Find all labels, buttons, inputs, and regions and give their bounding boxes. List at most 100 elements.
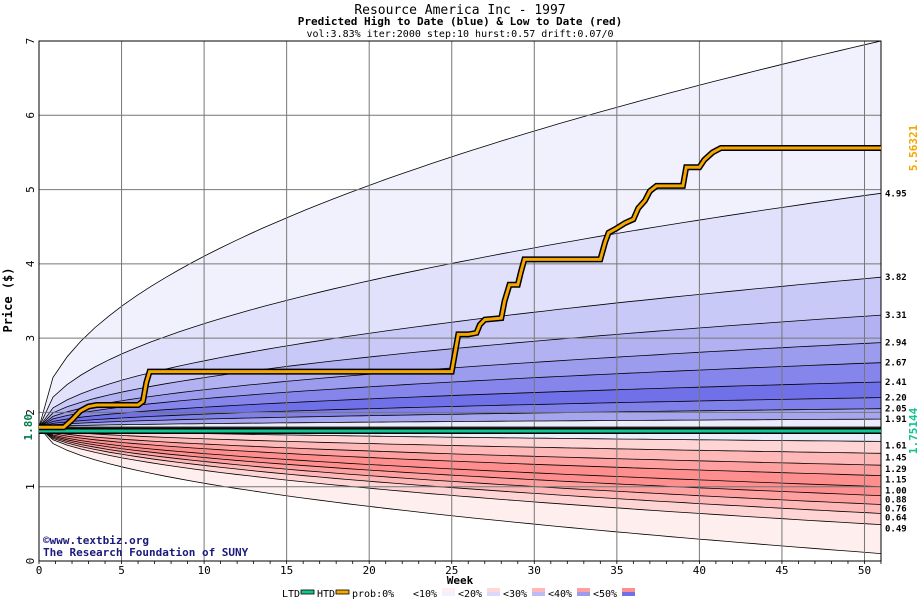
band-boundary-line <box>38 427 882 525</box>
legend-swatch-high <box>442 592 455 596</box>
y-tick-label: 4 <box>24 260 37 267</box>
legend-label-band: <50% <box>593 589 617 600</box>
low-band-label: 0.49 <box>885 525 907 535</box>
y-tick-label: 1 <box>24 483 37 490</box>
legend-swatch-low <box>577 588 590 592</box>
legend-swatch-htd <box>335 589 350 595</box>
band-boundary-line <box>38 426 882 505</box>
low-band-label: 1.00 <box>885 487 907 497</box>
low-band-label: 1.61 <box>885 441 907 451</box>
credit-website: ©www.textbiz.org <box>43 534 149 547</box>
band-boundary-line <box>38 397 882 428</box>
htd-value-label: 5.56321 <box>907 124 920 171</box>
chart-subtitle: Predicted High to Date (blue) & Low to D… <box>298 15 623 28</box>
legend-swatch-high <box>622 592 635 596</box>
high-band-label: 4.95 <box>885 189 907 199</box>
x-tick-label: 30 <box>528 564 541 577</box>
low-band-label: 1.15 <box>885 476 907 486</box>
y-tick-label: 0 <box>24 558 37 565</box>
band-boundary-line <box>38 276 882 428</box>
band-boundary-line <box>38 426 882 488</box>
chart-title: Resource America Inc - 1997 <box>354 3 565 18</box>
legend-label-band: <40% <box>548 589 572 600</box>
low-band-label: 1.29 <box>885 465 907 475</box>
high-band-area <box>39 342 881 428</box>
high-band-label: 2.20 <box>885 394 907 404</box>
legend-label-ltd: LTD <box>282 589 300 600</box>
htd-line <box>39 146 881 429</box>
x-tick-label: 5 <box>118 564 125 577</box>
legend-label-htd: HTD <box>317 589 335 600</box>
band-boundary-line <box>38 426 882 476</box>
legend-swatch-low <box>487 588 500 592</box>
band-boundary-line <box>38 40 882 428</box>
band-boundary-line <box>38 408 882 428</box>
high-band-label: 3.31 <box>885 311 907 321</box>
band-boundary-line <box>38 342 882 428</box>
legend-swatch-prob0 <box>397 588 410 596</box>
high-band-label: 2.41 <box>885 378 907 388</box>
band-boundary-line <box>38 314 882 428</box>
high-band-area <box>39 41 881 428</box>
high-band-area <box>39 193 881 428</box>
y-tick-label: 3 <box>24 335 37 342</box>
band-boundary-line <box>38 426 882 514</box>
band-boundary-line <box>38 427 882 554</box>
x-tick-label: 10 <box>197 564 210 577</box>
low-band-area <box>39 427 881 454</box>
low-band-label: 1.45 <box>885 453 907 463</box>
legend-swatch-high <box>532 592 545 596</box>
ltd-value-label: 1.75144 <box>907 407 920 454</box>
low-band-area <box>39 427 881 514</box>
legend-swatch-high <box>487 592 500 596</box>
plot-frame <box>38 40 882 562</box>
high-band-area <box>39 315 881 428</box>
low-band-label: 0.64 <box>885 513 907 523</box>
low-band-area <box>39 427 881 554</box>
legend-swatch-low <box>622 588 635 592</box>
legend-label-band: <10% <box>413 589 437 600</box>
high-band-label: 1.91 <box>885 415 907 425</box>
high-band-label: 2.67 <box>885 359 907 369</box>
legend-swatch-ltd <box>300 589 315 595</box>
band-boundary-line <box>38 381 882 428</box>
band-boundary-line <box>38 362 882 428</box>
y-tick-label: 6 <box>24 112 37 119</box>
x-axis-label: Week <box>447 574 474 587</box>
credit-foundation: The Research Foundation of SUNY <box>43 546 249 559</box>
legend-swatch-low <box>442 588 455 592</box>
band-boundary-line <box>38 426 882 466</box>
high-band-area <box>39 408 881 428</box>
high-band-area <box>39 382 881 428</box>
legend-label-prob0: prob:0% <box>352 589 394 600</box>
legend-swatch-low <box>532 588 545 592</box>
band-boundary-line <box>38 418 882 428</box>
y-axis-label: Price ($) <box>1 267 15 332</box>
low-band-area <box>39 427 881 505</box>
x-tick-label: 0 <box>36 564 43 577</box>
band-boundary-line <box>38 192 882 428</box>
legend-label-band: <30% <box>503 589 527 600</box>
low-band-label: 0.88 <box>885 496 907 506</box>
low-band-area <box>39 427 881 476</box>
high-band-label: 2.94 <box>885 339 907 349</box>
legend-label-band: <20% <box>458 589 482 600</box>
y-tick-label: 5 <box>24 186 37 193</box>
x-tick-label: 15 <box>280 564 293 577</box>
legend-swatch-high <box>577 592 590 596</box>
chart-params: vol:3.83% iter:2000 step:10 hurst:0.57 d… <box>306 29 613 40</box>
y-tick-label: 2 <box>24 409 37 416</box>
low-band-area <box>39 427 881 466</box>
low-band-area <box>39 427 881 487</box>
band-boundary-line <box>38 426 882 496</box>
y-tick-label: 7 <box>24 38 37 45</box>
x-tick-label: 45 <box>775 564 788 577</box>
high-band-label: 3.82 <box>885 273 907 283</box>
low-band-label: 0.76 <box>885 505 907 515</box>
x-tick-label: 35 <box>610 564 623 577</box>
x-tick-label: 50 <box>858 564 871 577</box>
high-band-area <box>39 277 881 428</box>
start-price-label: 1.80 <box>22 414 35 441</box>
x-tick-label: 25 <box>445 564 458 577</box>
